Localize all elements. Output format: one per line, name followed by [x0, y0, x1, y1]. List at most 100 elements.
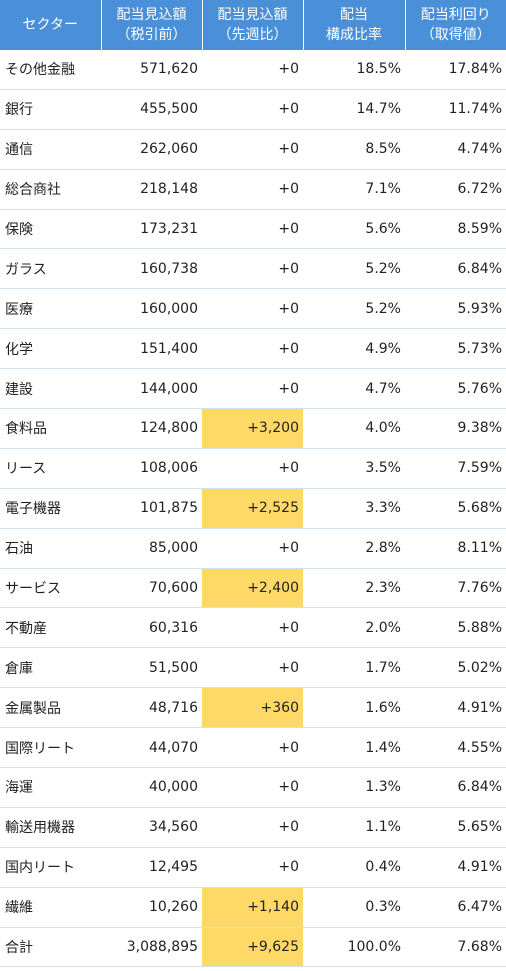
ratio-cell: 1.7% — [303, 647, 405, 689]
amount-cell: 124,800 — [101, 408, 202, 449]
amount-cell: 51,500 — [101, 647, 202, 689]
amount-cell: 160,000 — [101, 288, 202, 330]
table-row: 銀行 455,500 +0 14.7% 11.74% — [0, 89, 506, 130]
sector-cell: 医療 — [0, 288, 101, 330]
sector-cell: 国内リート — [0, 847, 101, 888]
ratio-cell: 8.5% — [303, 129, 405, 170]
table-row: 医療 160,000 +0 5.2% 5.93% — [0, 288, 506, 330]
yield-cell: 6.84% — [405, 248, 506, 290]
amount-cell: 40,000 — [101, 767, 202, 808]
yield-cell: 5.93% — [405, 288, 506, 330]
sector-cell: 食料品 — [0, 408, 101, 449]
sector-cell: 不動産 — [0, 607, 101, 649]
table-row: 輸送用機器 34,560 +0 1.1% 5.65% — [0, 807, 506, 848]
ratio-cell: 2.0% — [303, 607, 405, 649]
amount-cell: 34,560 — [101, 807, 202, 848]
yield-cell: 7.68% — [405, 927, 506, 968]
sector-cell: 電子機器 — [0, 488, 101, 529]
table-row: 総合商社 218,148 +0 7.1% 6.72% — [0, 169, 506, 210]
ratio-cell: 5.6% — [303, 209, 405, 250]
amount-cell: 44,070 — [101, 727, 202, 769]
yield-cell: 4.91% — [405, 687, 506, 729]
change-cell: +0 — [202, 169, 303, 210]
header-amount-line1: 配当見込額 — [116, 7, 187, 23]
yield-cell: 11.74% — [405, 89, 506, 130]
yield-cell: 8.59% — [405, 209, 506, 250]
amount-cell: 144,000 — [101, 368, 202, 410]
ratio-cell: 2.3% — [303, 568, 405, 609]
sector-cell: 国際リート — [0, 727, 101, 769]
ratio-cell: 1.6% — [303, 687, 405, 729]
table-row: 食料品 124,800 +3,200 4.0% 9.38% — [0, 408, 506, 449]
sector-cell: 金属製品 — [0, 687, 101, 729]
table-row: 繊維 10,260 +1,140 0.3% 6.47% — [0, 887, 506, 928]
header-change: 配当見込額 （先週比） — [202, 0, 304, 50]
header-yield-line2: （取得値） — [420, 27, 491, 43]
ratio-cell: 5.2% — [303, 288, 405, 330]
ratio-cell: 4.0% — [303, 408, 405, 449]
header-ratio-line2: 構成比率 — [326, 27, 382, 43]
table-row: 金属製品 48,716 +360 1.6% 4.91% — [0, 687, 506, 729]
table-row: 通信 262,060 +0 8.5% 4.74% — [0, 129, 506, 170]
ratio-cell: 0.4% — [303, 847, 405, 888]
amount-cell: 101,875 — [101, 488, 202, 529]
table-row: 国内リート 12,495 +0 0.4% 4.91% — [0, 847, 506, 888]
change-cell: +0 — [202, 528, 303, 569]
amount-cell: 173,231 — [101, 209, 202, 250]
amount-cell: 218,148 — [101, 169, 202, 210]
ratio-cell: 3.3% — [303, 488, 405, 529]
sector-cell: 倉庫 — [0, 647, 101, 689]
header-amount: 配当見込額 （税引前） — [101, 0, 203, 50]
sector-cell: 石油 — [0, 528, 101, 569]
amount-cell: 455,500 — [101, 89, 202, 130]
header-change-line2: （先週比） — [217, 27, 288, 43]
ratio-cell: 1.3% — [303, 767, 405, 808]
change-cell: +360 — [202, 687, 303, 729]
table-row: その他金融 571,620 +0 18.5% 17.84% — [0, 50, 506, 90]
change-cell: +0 — [202, 767, 303, 808]
amount-cell: 60,316 — [101, 607, 202, 649]
header-ratio: 配当 構成比率 — [303, 0, 406, 50]
yield-cell: 4.74% — [405, 129, 506, 170]
amount-cell: 151,400 — [101, 328, 202, 370]
change-cell: +0 — [202, 847, 303, 888]
yield-cell: 6.47% — [405, 887, 506, 928]
change-cell: +0 — [202, 448, 303, 489]
yield-cell: 4.55% — [405, 727, 506, 769]
table-row: 倉庫 51,500 +0 1.7% 5.02% — [0, 647, 506, 689]
sector-cell: 合計 — [0, 927, 101, 968]
header-sector: セクター — [0, 0, 102, 50]
sector-cell: 繊維 — [0, 887, 101, 928]
yield-cell: 5.88% — [405, 607, 506, 649]
table-row: ガラス 160,738 +0 5.2% 6.84% — [0, 248, 506, 290]
sector-cell: 化学 — [0, 328, 101, 370]
amount-cell: 48,716 — [101, 687, 202, 729]
amount-cell: 10,260 — [101, 887, 202, 928]
header-yield: 配当利回り （取得値） — [405, 0, 506, 50]
ratio-cell: 7.1% — [303, 169, 405, 210]
ratio-cell: 14.7% — [303, 89, 405, 130]
amount-cell: 262,060 — [101, 129, 202, 170]
header-change-line1: 配当見込額 — [217, 7, 288, 23]
ratio-cell: 100.0% — [303, 927, 405, 968]
change-cell: +0 — [202, 328, 303, 370]
table-header: セクター 配当見込額 （税引前） 配当見込額 （先週比） 配当 構成比率 配当利… — [0, 0, 506, 50]
ratio-cell: 4.9% — [303, 328, 405, 370]
change-cell: +0 — [202, 209, 303, 250]
amount-cell: 160,738 — [101, 248, 202, 290]
change-cell: +0 — [202, 647, 303, 689]
change-cell: +9,625 — [202, 927, 303, 968]
table-row: 保険 173,231 +0 5.6% 8.59% — [0, 209, 506, 250]
ratio-cell: 4.7% — [303, 368, 405, 410]
table-row: 石油 85,000 +0 2.8% 8.11% — [0, 528, 506, 569]
ratio-cell: 18.5% — [303, 50, 405, 90]
amount-cell: 12,495 — [101, 847, 202, 888]
yield-cell: 6.84% — [405, 767, 506, 808]
amount-cell: 571,620 — [101, 50, 202, 90]
sector-cell: 銀行 — [0, 89, 101, 130]
table-row: リース 108,006 +0 3.5% 7.59% — [0, 448, 506, 489]
table-row: 電子機器 101,875 +2,525 3.3% 5.68% — [0, 488, 506, 529]
yield-cell: 5.73% — [405, 328, 506, 370]
amount-cell: 108,006 — [101, 448, 202, 489]
